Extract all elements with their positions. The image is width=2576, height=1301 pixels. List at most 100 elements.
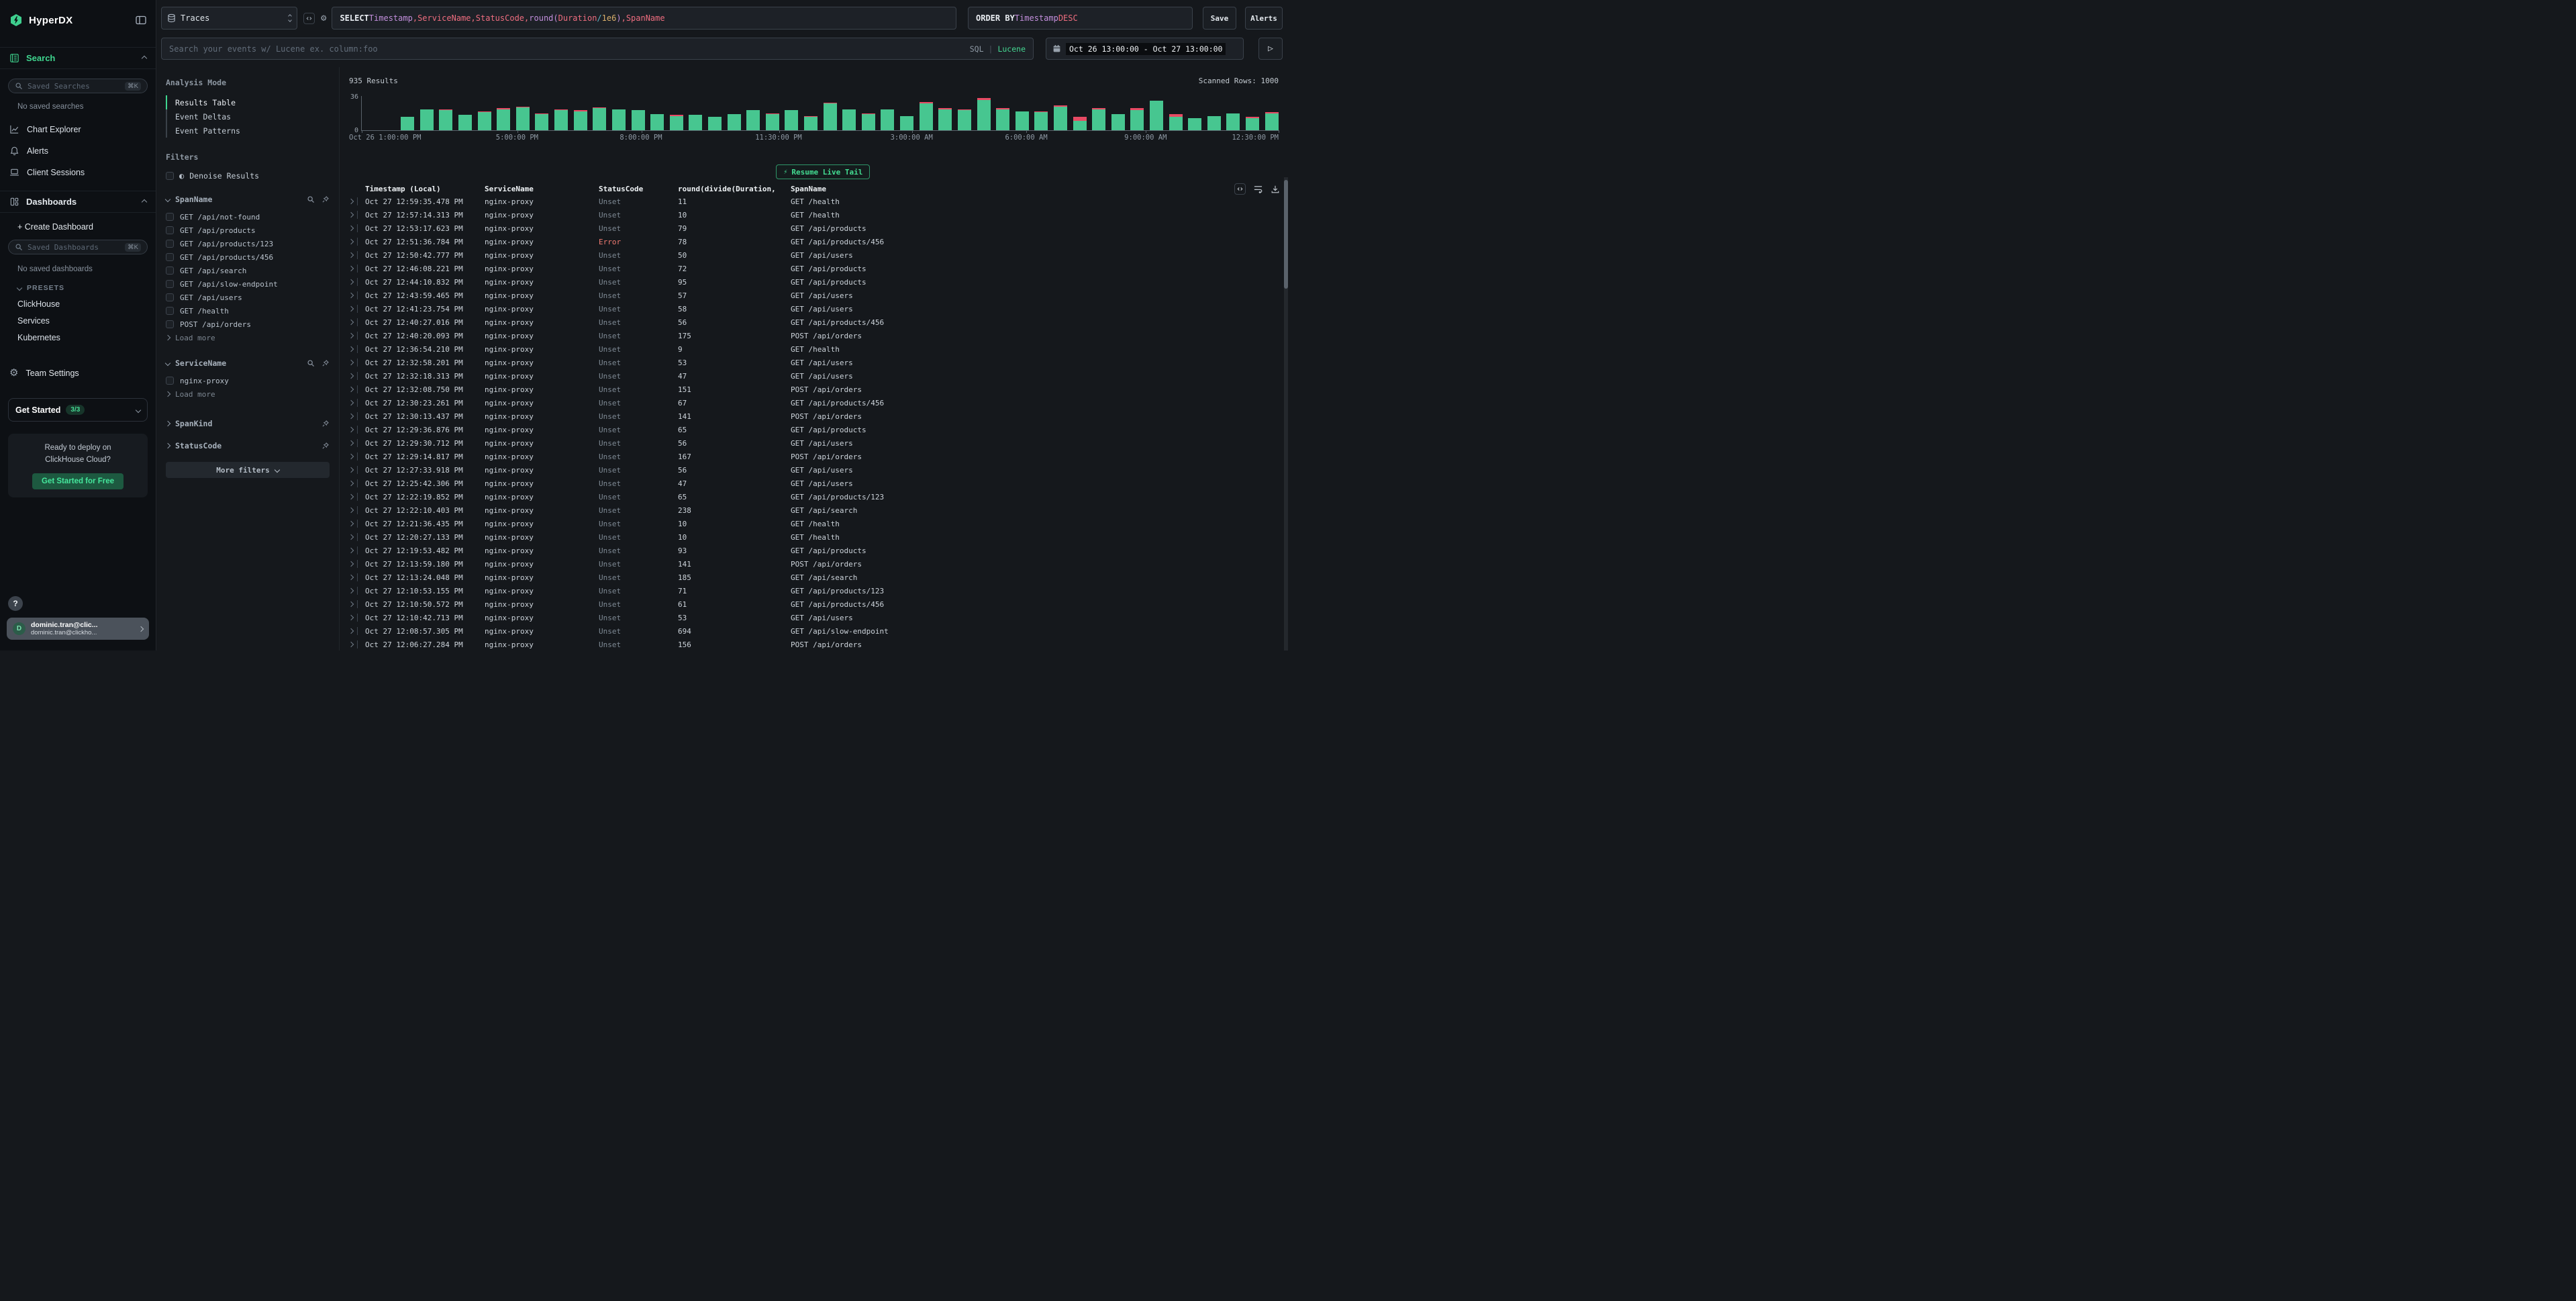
histogram-bar[interactable] [362,96,376,130]
histogram-bar[interactable] [535,96,549,130]
expand-row-chevron[interactable] [348,305,365,313]
expand-row-chevron[interactable] [348,439,365,447]
save-button[interactable]: Save [1203,7,1236,30]
saved-searches-input[interactable]: Saved Searches ⌘K [8,79,148,93]
language-toggle-sql[interactable]: SQL [969,44,984,54]
sidebar-item-client-sessions[interactable]: Client Sessions [0,162,156,183]
analysis-mode-option[interactable]: Results Table [166,95,330,109]
expand-row-chevron[interactable] [348,506,365,514]
filter-option-checkbox[interactable]: GET /api/search [166,264,330,277]
alerts-button[interactable]: Alerts [1245,7,1283,30]
filter-option-checkbox[interactable]: nginx-proxy [166,374,330,387]
table-row[interactable]: Oct 27 12:46:08.221 PM nginx-proxy Unset 72… [348,262,1279,275]
sidebar-preset-item[interactable]: Services [17,316,50,326]
histogram-bar[interactable] [1188,96,1202,130]
histogram-bar[interactable] [1073,96,1087,130]
table-row[interactable]: Oct 27 12:13:59.180 PM nginx-proxy Unset 14… [348,557,1279,571]
column-header-spanname[interactable]: SpanName [791,185,1279,193]
histogram-plot[interactable] [361,96,1279,133]
pin-icon[interactable] [321,195,330,203]
filter-option-checkbox[interactable]: GET /api/users [166,291,330,304]
filter-option-checkbox[interactable]: GET /api/products/123 [166,237,330,250]
load-more-spanname[interactable]: Load more [164,331,330,344]
histogram-bar[interactable] [401,96,415,130]
histogram-bar[interactable] [1169,96,1183,130]
resume-live-tail-button[interactable]: ⚡ Resume Live Tail [776,164,871,179]
expand-row-chevron[interactable] [348,345,365,353]
table-row[interactable]: Oct 27 12:21:36.435 PM nginx-proxy Unset 10… [348,517,1279,530]
table-row[interactable]: Oct 27 12:30:13.437 PM nginx-proxy Unset 14… [348,409,1279,423]
table-row[interactable]: Oct 27 12:29:14.817 PM nginx-proxy Unset 16… [348,450,1279,463]
histogram-bar[interactable] [1111,96,1125,130]
expand-row-chevron[interactable] [348,251,365,259]
histogram-bar[interactable] [1226,96,1240,130]
histogram-bar[interactable] [1246,96,1260,130]
sidebar-item-team-settings[interactable]: ⚙ Team Settings [0,363,156,383]
histogram-bar[interactable] [554,96,568,130]
presets-toggle[interactable]: PRESETS [16,284,156,292]
table-row[interactable]: Oct 27 12:25:42.306 PM nginx-proxy Unset 47… [348,477,1279,490]
histogram-bar[interactable] [1149,96,1163,130]
search-icon[interactable] [307,195,315,203]
expand-row-chevron[interactable] [348,493,365,501]
edit-sql-icon[interactable] [303,12,315,24]
table-row[interactable]: Oct 27 12:44:10.832 PM nginx-proxy Unset 95… [348,275,1279,289]
histogram-bar[interactable] [611,96,626,130]
histogram-bar[interactable] [458,96,473,130]
load-more-servicename[interactable]: Load more [164,387,330,401]
expand-row-chevron[interactable] [348,197,365,205]
column-header-statuscode[interactable]: StatusCode [599,185,678,193]
filter-option-checkbox[interactable]: GET /api/products [166,224,330,237]
filter-group-servicename[interactable]: ServiceName [164,356,330,370]
download-icon[interactable] [1271,185,1280,194]
table-row[interactable]: Oct 27 12:32:08.750 PM nginx-proxy Unset 15… [348,383,1279,396]
language-toggle-lucene[interactable]: Lucene [997,44,1026,54]
expand-row-chevron[interactable] [348,640,365,648]
sidebar-preset-item[interactable]: ClickHouse [17,299,60,309]
table-row[interactable]: Oct 27 12:20:27.133 PM nginx-proxy Unset 10… [348,530,1279,544]
histogram-bar[interactable] [823,96,837,130]
search-icon[interactable] [307,359,315,367]
histogram-bar[interactable] [977,96,991,130]
expand-row-chevron[interactable] [348,264,365,273]
expand-row-chevron[interactable] [348,546,365,555]
histogram-bar[interactable] [1265,96,1279,130]
table-row[interactable]: Oct 27 12:36:54.210 PM nginx-proxy Unset 9 G… [348,342,1279,356]
column-header-timestamp[interactable]: Timestamp (Local) [365,184,441,193]
expand-row-chevron[interactable] [348,238,365,246]
search-input[interactable]: Search your events w/ Lucene ex. column:… [161,38,1034,60]
table-row[interactable]: Oct 27 12:10:42.713 PM nginx-proxy Unset 53… [348,611,1279,624]
expand-row-chevron[interactable] [348,587,365,595]
histogram-bar[interactable] [1130,96,1144,130]
table-row[interactable]: Oct 27 12:10:50.572 PM nginx-proxy Unset 61… [348,597,1279,611]
get-started-free-button[interactable]: Get Started for Free [32,473,123,489]
table-row[interactable]: Oct 27 12:43:59.465 PM nginx-proxy Unset 57… [348,289,1279,302]
histogram-bar[interactable] [1053,96,1067,130]
scrollbar-thumb[interactable] [1284,180,1288,289]
date-range-picker[interactable]: Oct 26 13:00:00 - Oct 27 13:00:00 [1046,38,1244,60]
table-row[interactable]: Oct 27 12:22:10.403 PM nginx-proxy Unset 23… [348,503,1279,517]
get-started-toggle[interactable]: Get Started 3/3 [8,398,148,422]
histogram-bar[interactable] [785,96,799,130]
order-by-input[interactable]: ORDER BY Timestamp DESC [968,7,1193,30]
histogram-bar[interactable] [938,96,952,130]
table-row[interactable]: Oct 27 12:32:18.313 PM nginx-proxy Unset 47… [348,369,1279,383]
table-row[interactable]: Oct 27 12:13:24.048 PM nginx-proxy Unset 18… [348,571,1279,584]
filter-group-statuscode[interactable]: StatusCode [164,439,330,452]
table-row[interactable]: Oct 27 12:30:23.261 PM nginx-proxy Unset 67… [348,396,1279,409]
help-button[interactable]: ? [8,596,23,611]
filter-option-checkbox[interactable]: GET /api/products/456 [166,250,330,264]
sidebar-item-search[interactable]: Search [0,47,156,69]
filter-option-checkbox[interactable]: POST /api/orders [166,318,330,331]
sidebar-item-chart-explorer[interactable]: Chart Explorer [0,119,156,140]
histogram-bar[interactable] [746,96,760,130]
histogram-bar[interactable] [765,96,779,130]
scrollbar-track[interactable] [1284,177,1288,650]
histogram-bar[interactable] [477,96,491,130]
more-filters-button[interactable]: More filters [166,462,330,478]
expand-row-chevron[interactable] [348,385,365,393]
column-header-duration[interactable]: round(divide(Duration, [678,185,791,193]
expand-row-chevron[interactable] [348,224,365,232]
expand-row-chevron[interactable] [348,479,365,487]
histogram-bar[interactable] [669,96,683,130]
